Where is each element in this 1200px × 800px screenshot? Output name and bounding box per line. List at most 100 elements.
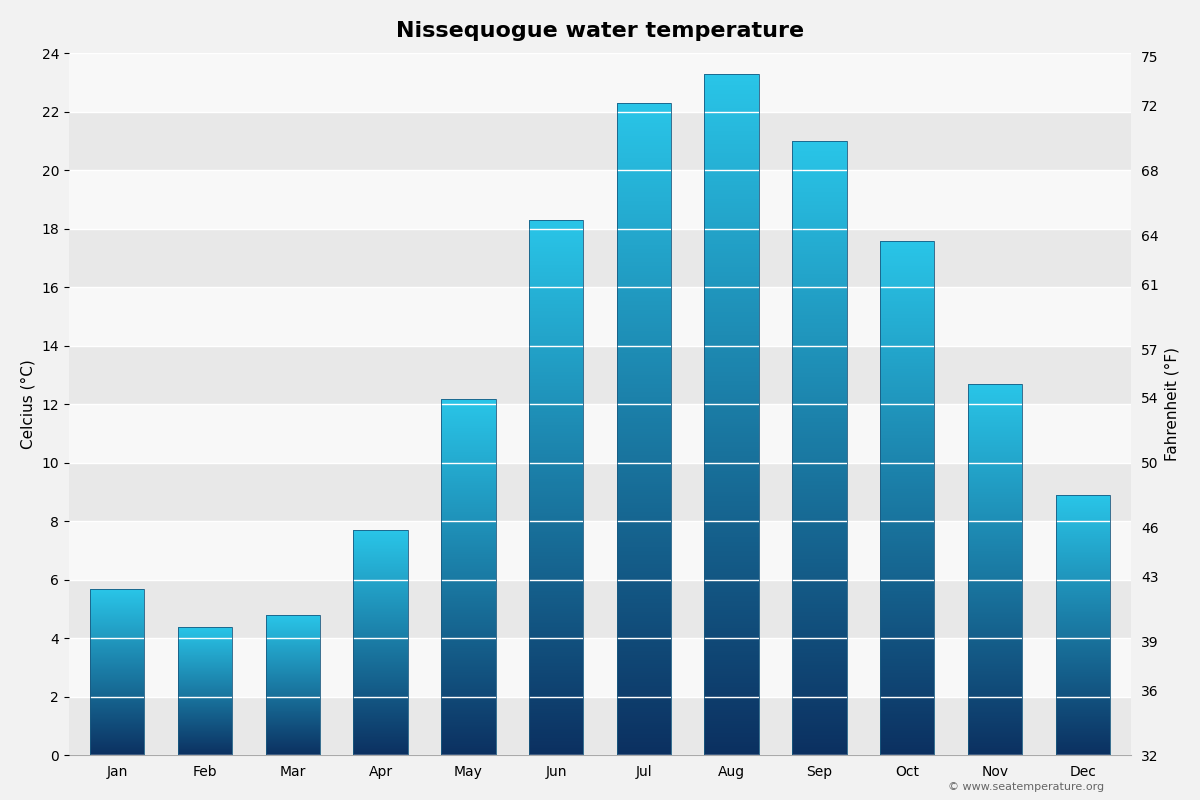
Bar [442, 546, 496, 547]
Bar [792, 718, 847, 721]
Bar [529, 622, 583, 623]
Bar [968, 601, 1022, 602]
Bar [968, 748, 1022, 750]
Bar [442, 571, 496, 572]
Bar [1056, 540, 1110, 541]
Bar [704, 162, 758, 165]
Bar [1056, 609, 1110, 610]
Bar [529, 317, 583, 318]
Bar [704, 706, 758, 708]
Bar [968, 741, 1022, 742]
Bar [968, 517, 1022, 518]
Bar [792, 426, 847, 428]
Bar [529, 584, 583, 586]
Bar [880, 737, 935, 738]
Bar [880, 687, 935, 689]
Bar [880, 253, 935, 254]
Bar [442, 674, 496, 676]
Bar [617, 618, 671, 621]
Bar [880, 726, 935, 728]
Bar [792, 239, 847, 242]
Bar [1056, 640, 1110, 641]
Bar [704, 455, 758, 458]
Bar [880, 359, 935, 361]
Bar [442, 720, 496, 721]
Bar [704, 626, 758, 628]
Bar [704, 678, 758, 681]
Bar [1056, 504, 1110, 505]
Bar [617, 177, 671, 179]
Bar [968, 723, 1022, 725]
Bar [968, 450, 1022, 451]
Bar [880, 526, 935, 527]
Bar [442, 593, 496, 594]
Bar [442, 415, 496, 417]
Bar [1056, 745, 1110, 746]
Bar [704, 606, 758, 608]
Bar [617, 107, 671, 110]
Bar [792, 645, 847, 647]
Bar [704, 528, 758, 530]
Bar [792, 587, 847, 590]
Bar [704, 194, 758, 197]
Bar [880, 371, 935, 373]
Bar [792, 565, 847, 567]
Bar [442, 408, 496, 410]
Bar [704, 115, 758, 117]
Bar [880, 747, 935, 749]
Bar [968, 502, 1022, 503]
Bar [1056, 561, 1110, 562]
Bar [792, 743, 847, 746]
Bar [442, 740, 496, 741]
Bar [442, 469, 496, 470]
Bar [704, 310, 758, 313]
Bar [880, 680, 935, 682]
Bar [792, 442, 847, 444]
Bar [617, 330, 671, 331]
Bar [968, 481, 1022, 482]
Bar [442, 551, 496, 552]
Bar [880, 534, 935, 536]
Bar [880, 601, 935, 602]
Bar [442, 496, 496, 498]
Bar [792, 514, 847, 516]
Bar [1056, 753, 1110, 754]
Bar [880, 308, 935, 310]
Bar [442, 635, 496, 637]
Bar [529, 378, 583, 379]
Bar [442, 525, 496, 526]
Bar [442, 625, 496, 626]
Bar [704, 658, 758, 660]
Bar [792, 675, 847, 678]
Bar [617, 388, 671, 390]
Bar [617, 721, 671, 723]
Bar [792, 385, 847, 387]
Bar [704, 687, 758, 690]
Bar [617, 642, 671, 645]
Bar [442, 528, 496, 530]
Bar [880, 613, 935, 614]
Bar [529, 604, 583, 606]
Bar [442, 522, 496, 523]
Bar [1056, 587, 1110, 588]
Bar [792, 471, 847, 473]
Bar [792, 160, 847, 162]
Bar [442, 450, 496, 451]
Bar [792, 395, 847, 397]
Bar [880, 723, 935, 725]
Bar [792, 290, 847, 293]
Bar [1056, 556, 1110, 557]
Bar [617, 275, 671, 277]
Bar [529, 639, 583, 642]
Bar [968, 442, 1022, 443]
Bar [529, 539, 583, 542]
Bar [792, 278, 847, 281]
Bar [880, 488, 935, 490]
Bar [617, 588, 671, 590]
Bar [792, 299, 847, 301]
Bar [617, 364, 671, 366]
Bar [617, 134, 671, 136]
Bar [617, 554, 671, 555]
Bar [880, 271, 935, 274]
Bar [617, 354, 671, 355]
